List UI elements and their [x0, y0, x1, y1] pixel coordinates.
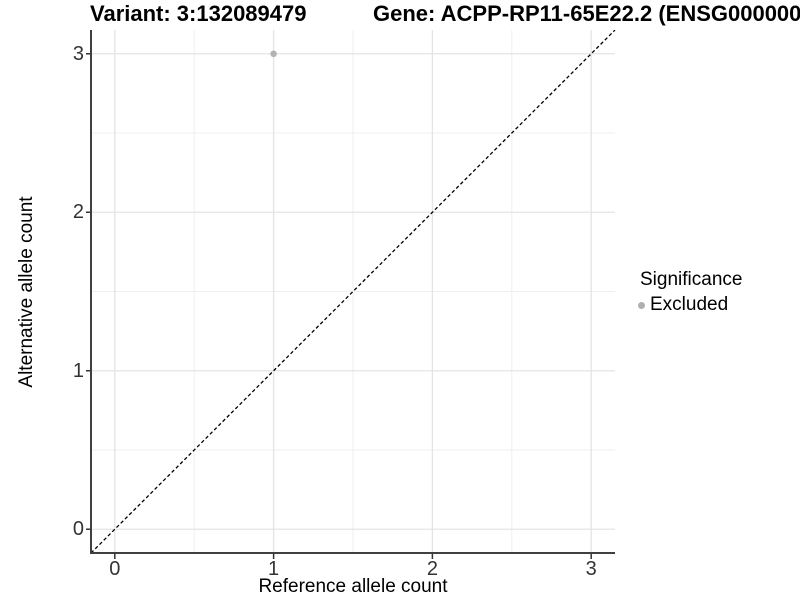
legend: Significance Excluded [637, 269, 742, 316]
identity-line [90, 30, 616, 554]
data-point [270, 50, 277, 58]
legend-item-excluded: Excluded [637, 294, 742, 316]
y-axis-title: Alternative allele count [16, 196, 37, 388]
x-tick-label: 2 [426, 558, 438, 580]
y-tick-label: 3 [72, 42, 84, 65]
plot-panel [86, 30, 616, 559]
legend-item-label: Excluded [650, 294, 729, 315]
excluded-point-icon [638, 301, 645, 309]
gene-title: Gene: ACPP-RP11-65E22.2 (ENSG0000001425 [373, 1, 800, 26]
variant-title: Variant: 3:132089479 [90, 1, 307, 26]
x-tick-label: 3 [585, 558, 597, 580]
x-tick-label: 1 [268, 558, 280, 580]
x-tick-label: 0 [109, 558, 121, 580]
y-tick-label: 2 [72, 201, 84, 224]
x-axis-title: Reference allele count [258, 576, 448, 597]
legend-title: Significance [640, 269, 743, 290]
y-tick-label: 1 [72, 359, 84, 382]
y-tick-label: 0 [72, 518, 84, 541]
